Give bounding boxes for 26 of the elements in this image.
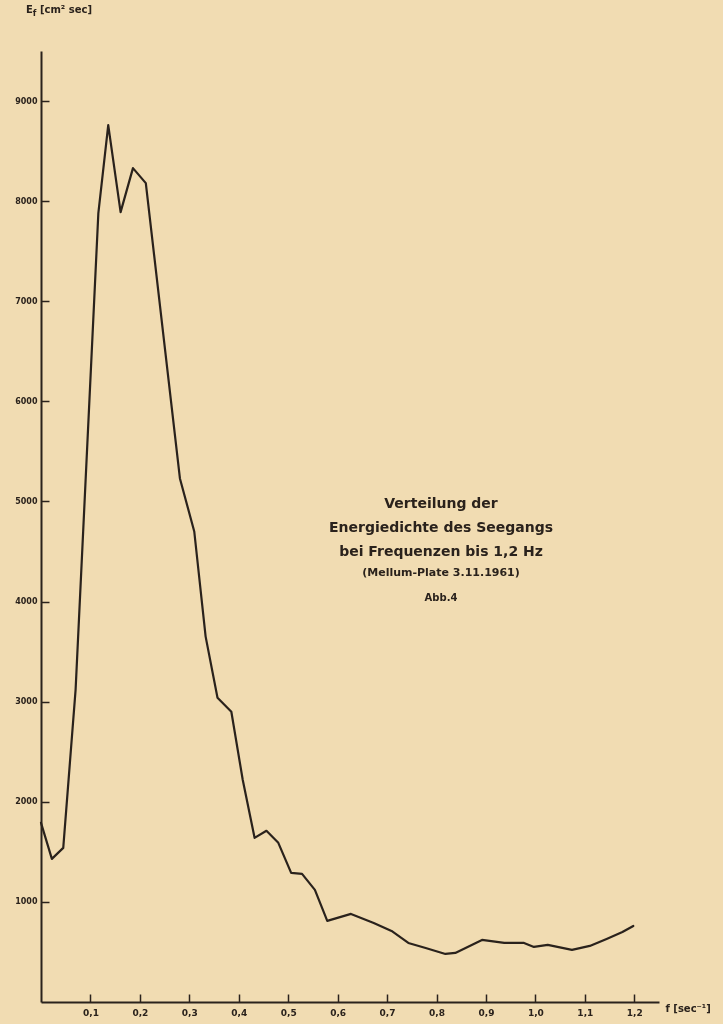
y-tick-label: 5000 bbox=[15, 496, 38, 506]
y-tick-label: 1000 bbox=[15, 897, 38, 907]
y-tick-label: 7000 bbox=[15, 296, 38, 306]
y-tick-label: 6000 bbox=[15, 396, 38, 406]
x-tick-label: 0,1 bbox=[82, 1007, 99, 1018]
x-tick-label: 1,1 bbox=[577, 1007, 594, 1018]
y-tick-label: 4000 bbox=[15, 597, 38, 607]
x-tick-label: 0,4 bbox=[231, 1007, 248, 1018]
x-tick-label: 0,3 bbox=[181, 1007, 198, 1018]
x-tick-label: 0,8 bbox=[429, 1007, 445, 1018]
x-tick-label: 0,2 bbox=[132, 1007, 149, 1018]
x-tick-label: 1,2 bbox=[626, 1007, 643, 1018]
x-tick-label: 0,9 bbox=[478, 1007, 495, 1018]
x-axis-title: f [sec⁻¹] bbox=[665, 1002, 711, 1014]
x-tick-label: 0,6 bbox=[330, 1007, 347, 1018]
y-tick-label: 8000 bbox=[15, 196, 38, 206]
text: Verteilung der Energiedichte des Seegangs bei Frequenzen bis 1,2 Hz bbox=[329, 495, 553, 559]
text: (Mellum-Plate 3.11.1961) bbox=[362, 566, 520, 579]
x-tick-label: 0,5 bbox=[280, 1007, 297, 1018]
x-tick-label: 1,0 bbox=[527, 1007, 544, 1018]
y-tick-label: 3000 bbox=[15, 697, 38, 707]
annotation: Abb.4 bbox=[424, 592, 458, 603]
y-tick-label: 9000 bbox=[15, 96, 38, 106]
y-axis-title: E$_{f}$ [cm² sec] bbox=[26, 4, 92, 19]
x-tick-label: 0,7 bbox=[379, 1007, 396, 1018]
y-tick-label: 2000 bbox=[15, 797, 38, 807]
